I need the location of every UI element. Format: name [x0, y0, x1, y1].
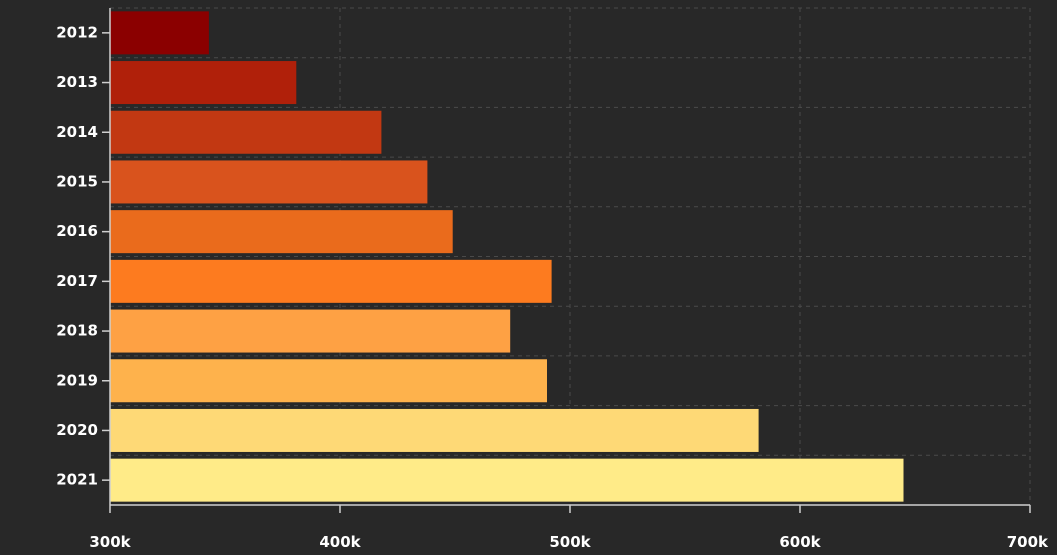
y-tick-label: 2018: [56, 322, 98, 340]
axes: [102, 8, 1031, 513]
tick-labels: 2012 2013 2014 2015 2016 2017 2018 2019 2020 2021…: [56, 23, 1049, 551]
y-tick-label: 2014: [56, 123, 98, 141]
bar-2018: [110, 309, 511, 353]
y-tick-label: 2016: [56, 222, 98, 240]
bar-2012: [110, 11, 209, 55]
bar-2013: [110, 61, 297, 105]
bar-2020: [110, 408, 759, 452]
bar-2021: [110, 458, 904, 502]
y-tick-label: 2020: [56, 421, 98, 439]
y-tick-label: 2012: [56, 23, 98, 41]
bar-2014: [110, 110, 382, 154]
y-tick-label: 2017: [56, 272, 98, 290]
y-tick-label: 2021: [56, 471, 98, 489]
bar-2019: [110, 359, 547, 403]
bars: [110, 11, 904, 502]
y-tick-label: 2015: [56, 172, 98, 190]
x-tick-label: 700k: [1007, 533, 1049, 551]
x-tick-label: 500k: [549, 533, 591, 551]
bar-2017: [110, 259, 552, 303]
x-tick-label: 300k: [89, 533, 131, 551]
bar-2015: [110, 160, 428, 204]
y-tick-label: 2019: [56, 371, 98, 389]
x-tick-label: 600k: [779, 533, 821, 551]
bar-2016: [110, 210, 453, 254]
y-tick-label: 2013: [56, 73, 98, 91]
x-tick-label: 400k: [319, 533, 361, 551]
